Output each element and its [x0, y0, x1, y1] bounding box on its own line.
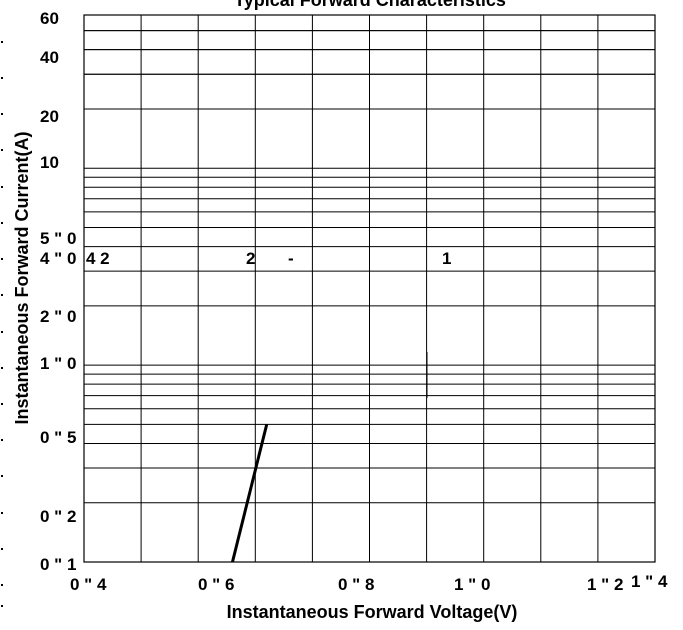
x-tick-label-0-4: 0 " 4: [70, 575, 107, 594]
y-tick-label-20: 20: [40, 107, 59, 126]
annotation-dash: -: [288, 249, 294, 268]
y-axis-title: Instantaneous Forward Current(A): [12, 131, 32, 424]
y-tick-label-60: 60: [40, 9, 59, 28]
y-tick-label-40: 40: [40, 48, 59, 67]
y-tick-label-1: 1 " 0: [40, 354, 76, 373]
left-edge-marks: [1, 41, 3, 607]
series-line-0: [231, 424, 269, 563]
plot-frame: [83, 14, 656, 563]
y-tick-label-2: 2 " 0: [40, 307, 76, 326]
x-tick-label-1-2: 1 " 2: [587, 575, 623, 594]
y-tick-label-0-2: 0 " 2: [40, 507, 76, 526]
chart-title: Typical Forward Characteristics: [234, 0, 506, 10]
y-tick-label-10: 10: [40, 153, 59, 172]
annotation-2: 2: [246, 249, 255, 268]
y-tick-label-0-1: 0 " 1: [40, 555, 76, 574]
annotation-4-2: 4 2: [86, 249, 110, 268]
y-tick-label-0-5: 0 " 5: [40, 428, 76, 447]
y-tick-label-4: 4 " 0: [40, 249, 76, 268]
annotation-1: 1: [442, 249, 451, 268]
x-tick-labels: 0 " 4 0 " 6 0 " 8 1 " 0 1 " 2 1 " 4: [70, 572, 668, 594]
series-layer: [231, 424, 269, 563]
y-tick-label-5: 5 " 0: [40, 229, 76, 248]
vertical-gridlines: [140, 15, 599, 562]
x-tick-label-0-8: 0 " 8: [338, 575, 374, 594]
x-axis-title: Instantaneous Forward Voltage(V): [227, 602, 518, 622]
x-tick-label-0-6: 0 " 6: [198, 575, 234, 594]
plot-annotations: 4 2 2 - 1: [86, 249, 451, 268]
x-tick-label-1-4: 1 " 4: [631, 572, 668, 591]
x-tick-label-1-0: 1 " 0: [454, 575, 490, 594]
y-tick-labels: 60 40 20 10 5 " 0 4 " 0 2 " 0 1 " 0 0 " …: [40, 9, 76, 574]
horizontal-gridlines: [84, 30, 655, 504]
